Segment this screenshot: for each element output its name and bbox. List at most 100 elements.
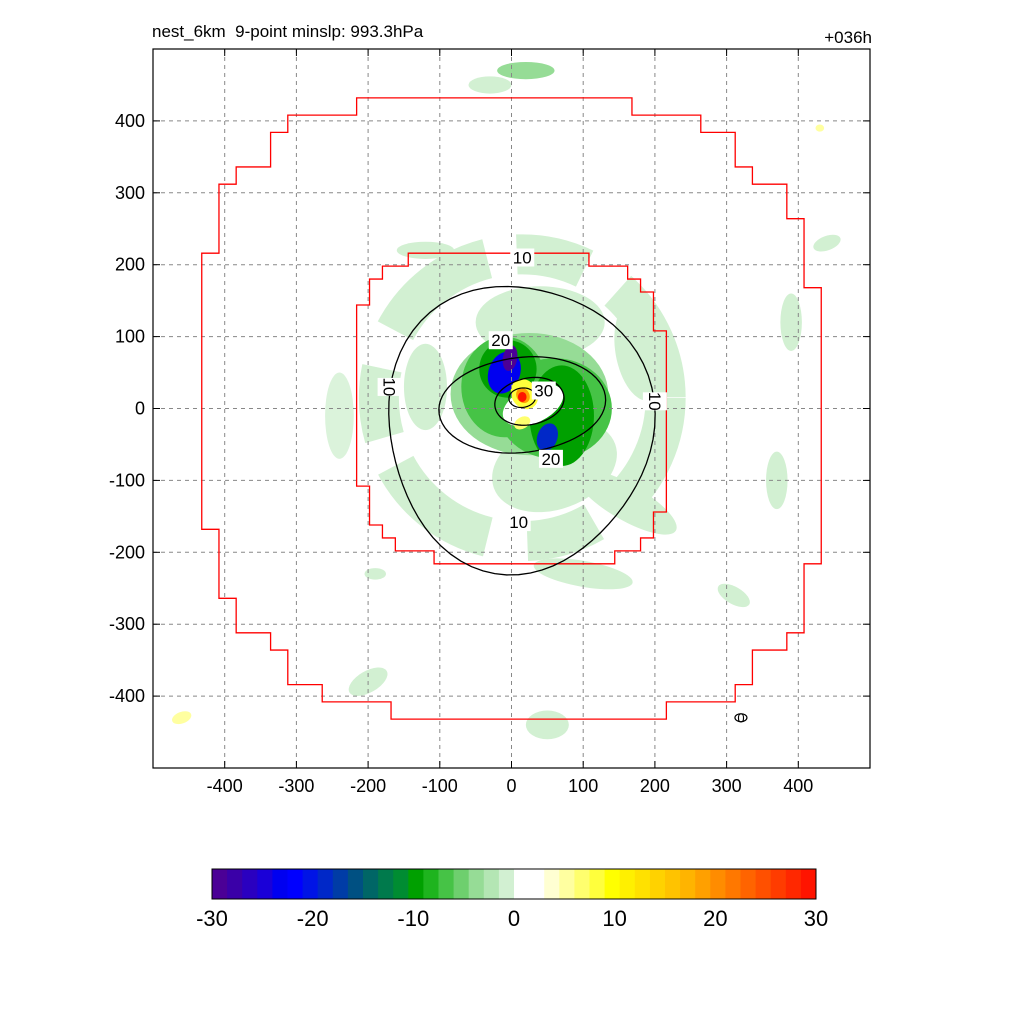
colorbar-swatch (393, 869, 409, 899)
y-tick-label: -100 (109, 470, 145, 490)
colorbar-tick-label: 20 (703, 906, 727, 931)
colorbar-tick-label: -10 (397, 906, 429, 931)
contour-label: 20 (491, 331, 510, 350)
contour-label-bg (506, 513, 531, 532)
contour-10 (388, 285, 656, 576)
contour-label: 10 (380, 377, 399, 396)
x-tick-label: -300 (278, 776, 314, 796)
colorbar-swatch (378, 869, 394, 899)
y-tick-label: -300 (109, 614, 145, 634)
y-tick-label: 0 (135, 399, 145, 419)
inner-boundary (355, 252, 668, 565)
contour-30 (494, 376, 565, 426)
contour-label: 10 (513, 249, 532, 268)
colorbar-swatch (438, 869, 455, 899)
field-patch (815, 124, 825, 132)
colorbar-swatch (468, 869, 485, 899)
field-patch (525, 710, 569, 740)
colorbar-swatch (740, 869, 757, 899)
colorbar-swatch (634, 869, 651, 899)
colorbar-swatch (619, 869, 636, 899)
contour-label-bg (538, 449, 563, 468)
colorbar-swatch (242, 869, 258, 899)
colorbar-swatch (302, 869, 319, 899)
y-tick-label: 200 (115, 255, 145, 275)
colorbar-tick-label: 30 (804, 906, 828, 931)
contour-label: 10 (645, 392, 664, 411)
colorbar-swatch (498, 869, 515, 899)
field-patch (468, 76, 512, 94)
contour-label-bg (488, 331, 513, 350)
colorbar-swatch (423, 869, 439, 899)
field-patch (813, 234, 841, 252)
contour-label-bg (377, 377, 402, 396)
x-tick-label: 100 (568, 776, 598, 796)
y-tick-label: -400 (109, 686, 145, 706)
contour-20 (438, 356, 607, 454)
colorbar-tick-label: -20 (297, 906, 329, 931)
contours: 10 10 10 10 20 20 30 0 (377, 248, 748, 726)
y-tick-label: 300 (115, 183, 145, 203)
field-patch (325, 372, 354, 459)
plot-title: nest_6km 9-point minslp: 993.3hPa (152, 22, 424, 41)
x-tick-label: -400 (207, 776, 243, 796)
colorbar-tick-label: 0 (508, 906, 520, 931)
field-patch (517, 391, 527, 403)
colorbar-swatch (287, 869, 304, 899)
x-axis: -400 -300 -200 -100 0 100 200 300 400 (207, 49, 813, 796)
contour-small (734, 713, 748, 723)
contour-label: 10 (509, 513, 528, 532)
colorbar-swatch (483, 869, 500, 899)
colorbar-swatch (755, 869, 772, 899)
nest-boundaries (201, 97, 822, 720)
contour-label-bg (510, 248, 535, 267)
field-patch (396, 241, 455, 259)
contour-label: 20 (541, 450, 560, 469)
colorbar-swatch (649, 869, 666, 899)
colorbar-tick-label: 10 (602, 906, 626, 931)
contour-label-bg (531, 381, 556, 400)
field-patch (533, 558, 633, 590)
colorbar-swatch (604, 869, 621, 899)
colorbar-swatch (785, 869, 802, 899)
colorbar-swatch (212, 869, 228, 899)
colorbar-swatch (514, 869, 530, 899)
contour-inner (508, 387, 537, 409)
colorbar-swatch (770, 869, 787, 899)
contour-label-isolated: 0 (737, 711, 744, 726)
field-patch (364, 568, 387, 580)
x-tick-label: 400 (783, 776, 813, 796)
colorbar-swatch (272, 869, 288, 899)
colorbar-swatch (695, 869, 711, 899)
field-patch (172, 711, 192, 725)
x-tick-label: -100 (422, 776, 458, 796)
colorbar-swatch (317, 869, 334, 899)
field-patch (766, 451, 788, 510)
field-patch (536, 423, 558, 452)
contour-label: 30 (534, 382, 553, 401)
colorbar-swatch (257, 869, 273, 899)
y-axis: 400 300 200 100 0 -100 -200 -300 -400 (109, 111, 870, 706)
colorbar-swatch (332, 869, 349, 899)
colorbar-swatch (227, 869, 243, 899)
colorbar: -30 -20 -10 0 10 20 30 (196, 868, 828, 931)
colorbar-swatch (725, 869, 741, 899)
colorbar-swatch (680, 869, 696, 899)
field-patch (497, 61, 555, 80)
colorbar-swatch (363, 869, 379, 899)
colorbar-swatch (544, 869, 560, 899)
colorbar-swatch (589, 869, 606, 899)
colorbar-swatch (800, 869, 817, 899)
field-patch (717, 583, 750, 608)
colorbar-swatch (710, 869, 726, 899)
forecast-hour-label: +036h (824, 28, 872, 47)
colorbar-tick-label: -30 (196, 906, 228, 931)
colorbar-swatch (574, 869, 590, 899)
colorbar-swatch (665, 869, 681, 899)
x-tick-label: -200 (350, 776, 386, 796)
colorbar-swatch (347, 869, 364, 899)
y-tick-label: 400 (115, 111, 145, 131)
colorbar-swatch (408, 869, 424, 899)
x-tick-label: 0 (506, 776, 516, 796)
